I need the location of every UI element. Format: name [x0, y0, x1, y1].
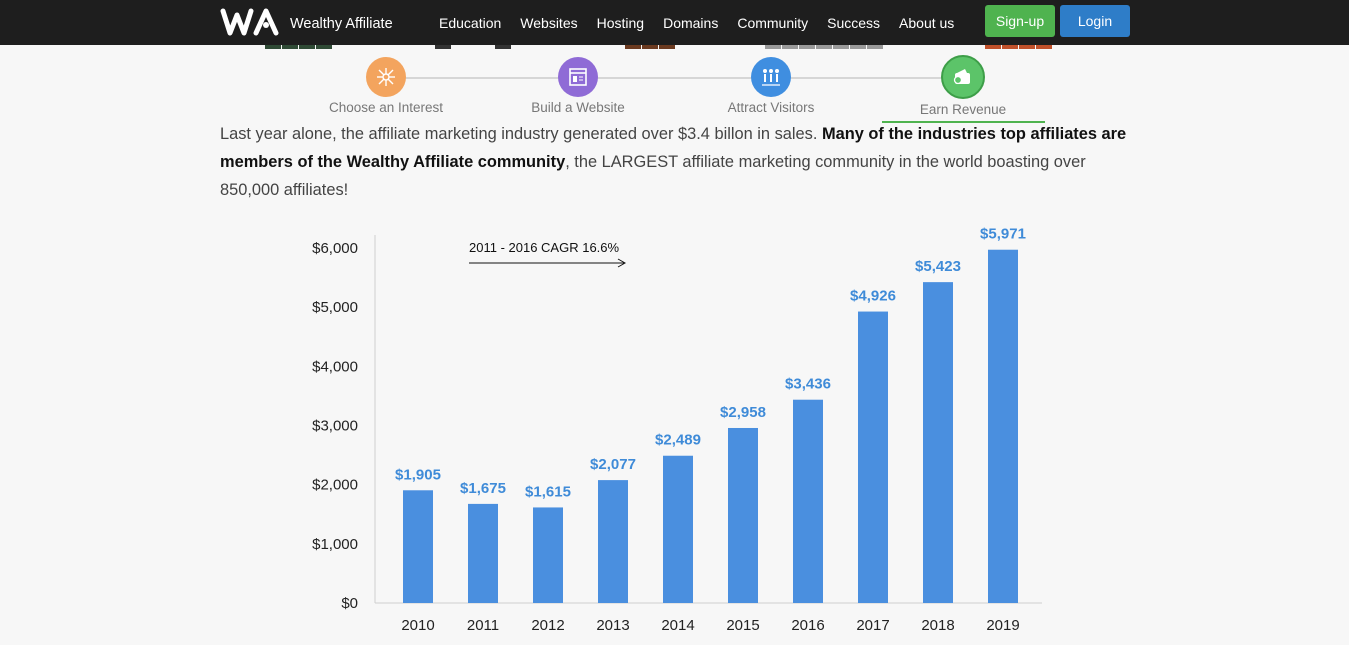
- x-tick-label: 2017: [856, 617, 889, 634]
- cagr-annotation: 2011 - 2016 CAGR 16.6%: [469, 240, 620, 255]
- bar-value-label: $1,675: [460, 480, 506, 497]
- bar-2017: [858, 311, 888, 603]
- x-tick-label: 2018: [921, 617, 954, 634]
- wa-logo-icon: [220, 8, 279, 36]
- intro-text-part1: Last year alone, the affiliate marketing…: [220, 125, 822, 143]
- steps-connector-line: [386, 77, 964, 79]
- brand-name: Wealthy Affiliate: [290, 16, 393, 32]
- x-tick-label: 2016: [791, 617, 824, 634]
- intro-paragraph: Last year alone, the affiliate marketing…: [220, 120, 1140, 204]
- y-tick-label: $6,000: [312, 240, 358, 257]
- bar-2011: [468, 503, 498, 603]
- y-tick-label: $1,000: [312, 536, 358, 553]
- bar-2012: [533, 507, 563, 603]
- signup-button[interactable]: Sign-up: [985, 5, 1055, 37]
- x-tick-label: 2012: [531, 617, 564, 634]
- x-tick-label: 2013: [596, 617, 629, 634]
- y-tick-label: $2,000: [312, 477, 358, 494]
- bar-2018: [923, 282, 953, 603]
- y-tick-label: $0: [341, 595, 358, 612]
- x-tick-label: 2014: [661, 617, 694, 634]
- bar-2014: [663, 455, 693, 603]
- brand-logo[interactable]: Wealthy Affiliate: [220, 5, 393, 39]
- step-label: Earn Revenue: [919, 102, 1007, 117]
- bar-2015: [728, 427, 758, 603]
- network-icon: [366, 57, 406, 97]
- cagr-arrow-head-icon: [617, 258, 627, 268]
- intro-text-part2: , the LARGEST affiliate marketing commun…: [220, 153, 1086, 199]
- bar-2013: [598, 480, 628, 603]
- bar-value-label: $2,077: [590, 456, 636, 473]
- y-tick-label: $3,000: [312, 418, 358, 435]
- step-label: Choose an Interest: [328, 100, 444, 115]
- x-tick-label: 2015: [726, 617, 759, 634]
- bar-value-label: $5,971: [980, 226, 1026, 243]
- visitors-icon: [751, 57, 791, 97]
- login-button[interactable]: Login: [1060, 5, 1130, 37]
- x-tick-label: 2011: [467, 617, 499, 634]
- nav-domains[interactable]: Domains: [663, 14, 719, 31]
- top-navigation-bar: Wealthy Affiliate Education Websites Hos…: [0, 0, 1349, 45]
- bar-value-label: $1,615: [525, 483, 571, 500]
- y-tick-label: $4,000: [312, 358, 358, 375]
- bar-2016: [793, 399, 823, 603]
- bar-2019: [988, 249, 1018, 604]
- wallet-icon: [941, 55, 985, 99]
- clipped-previous-content: ▬▬▬▬ ▬ ▬ ▬▬▬ ▬▬▬▬▬▬▬ ▬▬▬▬: [255, 45, 1095, 51]
- step-label: Attract Visitors: [727, 100, 815, 115]
- nav-about-us[interactable]: About us: [899, 14, 955, 31]
- nav-success[interactable]: Success: [827, 14, 881, 31]
- bar-value-label: $5,423: [915, 258, 961, 275]
- bar-value-label: $1,905: [395, 466, 441, 483]
- step-label: Build a Website: [531, 100, 625, 115]
- nav-community[interactable]: Community: [737, 14, 809, 31]
- intro-text-bold: Many of the industries top affiliates ar…: [220, 125, 1127, 171]
- bar-value-label: $4,926: [850, 288, 896, 305]
- y-tick-label: $5,000: [312, 299, 358, 316]
- bar-value-label: $2,958: [720, 404, 766, 421]
- nav-websites[interactable]: Websites: [520, 14, 578, 31]
- x-tick-label: 2019: [986, 617, 1019, 634]
- website-icon: [558, 57, 598, 97]
- bar-value-label: $3,436: [785, 376, 831, 393]
- nav-hosting[interactable]: Hosting: [596, 14, 645, 31]
- x-tick-label: 2010: [401, 617, 434, 634]
- active-step-underline: [882, 121, 1045, 123]
- bar-value-label: $2,489: [655, 432, 701, 449]
- nav-links: Education Websites Hosting Domains Commu…: [439, 0, 973, 45]
- bar-2010: [403, 490, 433, 603]
- nav-education[interactable]: Education: [439, 14, 502, 31]
